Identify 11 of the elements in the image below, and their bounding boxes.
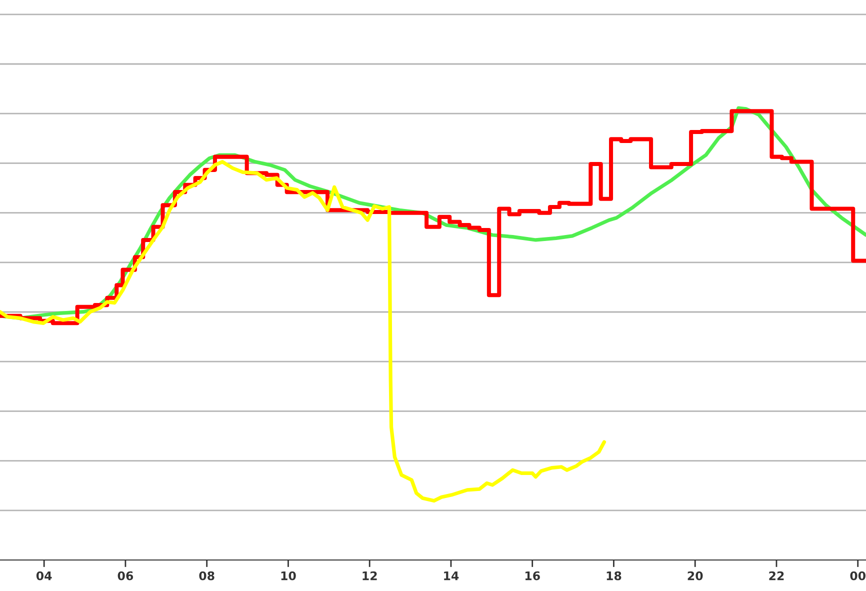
x-tick-label: 16 (525, 571, 540, 580)
x-tick-label: 04 (36, 571, 52, 580)
x-tick-label: 12 (362, 571, 377, 580)
x-tick-label: 06 (118, 571, 134, 580)
x-tick-label: 10 (281, 571, 296, 580)
x-tick-label: 18 (606, 571, 622, 580)
x-tick-label: 22 (769, 571, 784, 580)
x-tick-label: 00 (850, 571, 866, 580)
x-tick-label: 20 (688, 571, 703, 580)
x-tick-label: 14 (444, 571, 459, 580)
x-tick-label: 08 (199, 571, 214, 580)
